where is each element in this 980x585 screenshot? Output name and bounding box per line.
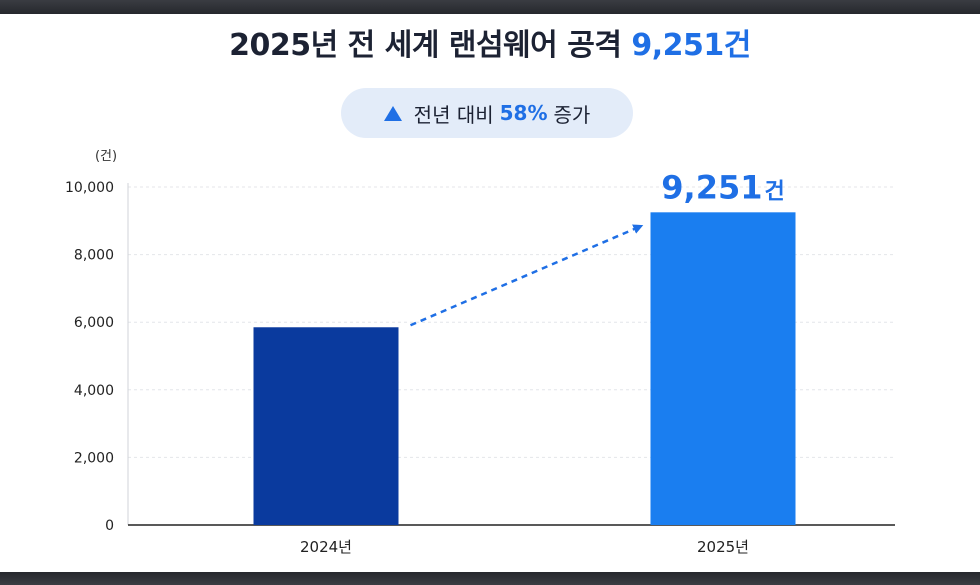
y-tick-label: 2,000 bbox=[74, 450, 114, 466]
y-tick-label: 6,000 bbox=[74, 315, 114, 331]
x-tick-label: 2025년 bbox=[697, 538, 749, 556]
y-axis-unit-label: (건) bbox=[95, 149, 117, 164]
y-tick-label: 10,000 bbox=[65, 180, 114, 196]
badge-text-after: 증가 bbox=[553, 102, 591, 127]
chart-title-highlight: 9,251건 bbox=[631, 28, 751, 63]
x-tick-label: 2024년 bbox=[300, 538, 352, 556]
bar-2025년 bbox=[650, 212, 796, 525]
badge-percent: 58% bbox=[499, 101, 548, 125]
badge-text-before: 전년 대비 bbox=[413, 102, 494, 127]
triangle-up-icon bbox=[383, 105, 402, 121]
increase-badge: 전년 대비 58% 증가 bbox=[341, 88, 633, 138]
window-top-edge bbox=[0, 0, 980, 14]
y-tick-label: 8,000 bbox=[74, 248, 114, 264]
growth-arrow bbox=[410, 224, 644, 327]
data-label-2025: 9,251건 bbox=[661, 168, 784, 206]
window-bottom-edge bbox=[0, 572, 980, 585]
data-label-unit: 건 bbox=[764, 179, 784, 204]
chart-title: 2025년 전 세계 랜섬웨어 공격 9,251건 bbox=[0, 20, 980, 64]
bar-2024년 bbox=[253, 327, 399, 525]
y-tick-label: 0 bbox=[105, 518, 114, 534]
y-tick-label: 4,000 bbox=[74, 383, 114, 399]
chart-title-text: 2025년 전 세계 랜섬웨어 공격 bbox=[229, 28, 632, 63]
data-label-value: 9,251 bbox=[661, 168, 762, 206]
